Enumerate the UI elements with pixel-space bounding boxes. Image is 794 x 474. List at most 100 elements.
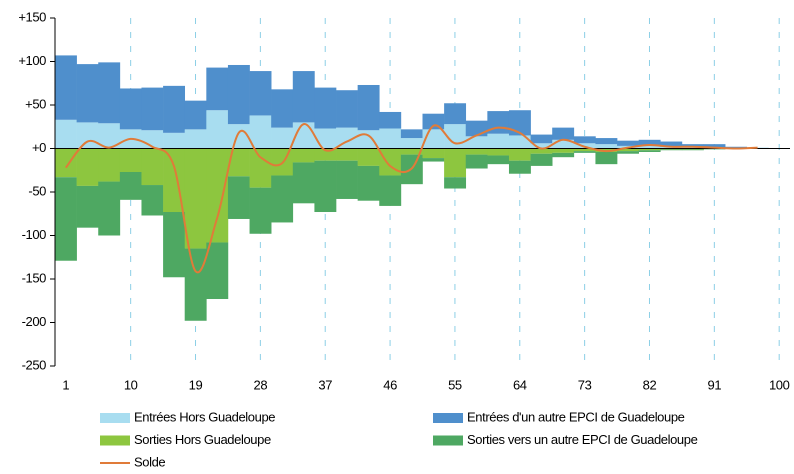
bar	[249, 115, 272, 149]
bar	[508, 135, 531, 149]
bar	[98, 148, 121, 182]
bar	[444, 177, 467, 189]
bar	[400, 138, 423, 149]
bar	[141, 148, 164, 186]
bar	[595, 138, 618, 145]
bar	[487, 155, 510, 165]
legend-swatch	[100, 435, 130, 446]
bar	[660, 141, 683, 147]
bar	[163, 212, 186, 278]
bar	[638, 150, 661, 152]
bar	[379, 175, 402, 206]
bar	[76, 148, 99, 186]
bar	[400, 148, 423, 155]
bar	[119, 148, 142, 172]
bar	[119, 88, 142, 130]
bar	[271, 175, 294, 223]
bar	[638, 139, 661, 146]
bar	[422, 158, 445, 162]
bar	[508, 110, 531, 136]
bar	[98, 181, 121, 236]
bar	[76, 185, 99, 228]
bar	[98, 123, 121, 149]
bar	[681, 144, 704, 147]
bar	[617, 151, 639, 154]
x-tick-label: 46	[383, 377, 397, 392]
legend-swatch	[100, 413, 130, 423]
y-tick-label: -200	[22, 314, 47, 329]
legend-swatch	[433, 413, 463, 423]
y-tick-label: -100	[22, 227, 47, 242]
bar	[530, 143, 553, 149]
bar	[336, 148, 358, 161]
bar	[336, 90, 358, 128]
bar	[141, 87, 164, 131]
bar	[336, 160, 358, 199]
bar	[573, 136, 596, 144]
bar	[400, 129, 423, 139]
bar	[530, 134, 553, 144]
bar	[98, 62, 121, 124]
bar	[552, 127, 575, 140]
y-tick-label: +150	[18, 9, 46, 24]
x-tick-label: 19	[189, 377, 203, 392]
bar	[357, 148, 380, 166]
bar	[508, 160, 531, 174]
bar	[660, 149, 683, 151]
legend-label: Solde	[134, 454, 165, 469]
bar	[552, 148, 575, 153]
y-tick-label: +100	[18, 53, 46, 68]
bar	[465, 136, 488, 149]
bar	[595, 144, 618, 149]
x-tick-label: 91	[708, 377, 722, 392]
legend-label: Sorties Hors Guadeloupe	[134, 432, 271, 447]
bar	[314, 148, 337, 161]
bar	[163, 132, 186, 149]
bar	[681, 149, 704, 151]
y-tick-label: +50	[25, 96, 46, 111]
bar	[184, 148, 207, 249]
bar	[617, 140, 639, 146]
bar	[249, 71, 272, 116]
bar	[617, 148, 639, 152]
bar	[292, 148, 315, 163]
bar	[465, 148, 488, 155]
bar	[379, 111, 402, 129]
bar	[184, 129, 207, 149]
x-tick-label: 10	[124, 377, 138, 392]
bar	[55, 148, 77, 178]
bar	[163, 85, 186, 133]
bar	[552, 139, 575, 149]
bar	[573, 148, 596, 152]
legend-label: Entrées Hors Guadeloupe	[134, 409, 275, 424]
x-tick-label: 82	[643, 377, 657, 392]
bar	[487, 133, 510, 149]
bar	[292, 71, 315, 123]
legend-label: Sorties vers un autre EPCI de Guadeloupe	[467, 432, 698, 447]
bar	[573, 151, 596, 153]
y-tick-label: -150	[22, 270, 47, 285]
bar	[271, 127, 294, 149]
bar	[314, 87, 337, 129]
bar	[206, 242, 229, 300]
bar	[227, 176, 250, 219]
bar	[206, 110, 229, 149]
bar	[530, 148, 553, 154]
bar	[552, 152, 575, 158]
bar	[119, 171, 142, 200]
x-tick-label: 73	[578, 377, 592, 392]
bar	[76, 64, 99, 123]
bar	[76, 122, 99, 149]
bar	[227, 64, 250, 125]
bar	[227, 124, 250, 149]
bar	[530, 153, 553, 166]
line	[65, 123, 758, 274]
x-tick-label: 55	[448, 377, 462, 392]
bar	[465, 154, 488, 169]
y-tick-label: +0	[32, 140, 46, 155]
bar	[638, 145, 661, 149]
bar	[444, 148, 467, 178]
legend-label: Entrées d'un autre EPCI de Guadeloupe	[467, 409, 685, 424]
x-tick-label: 64	[513, 377, 527, 392]
